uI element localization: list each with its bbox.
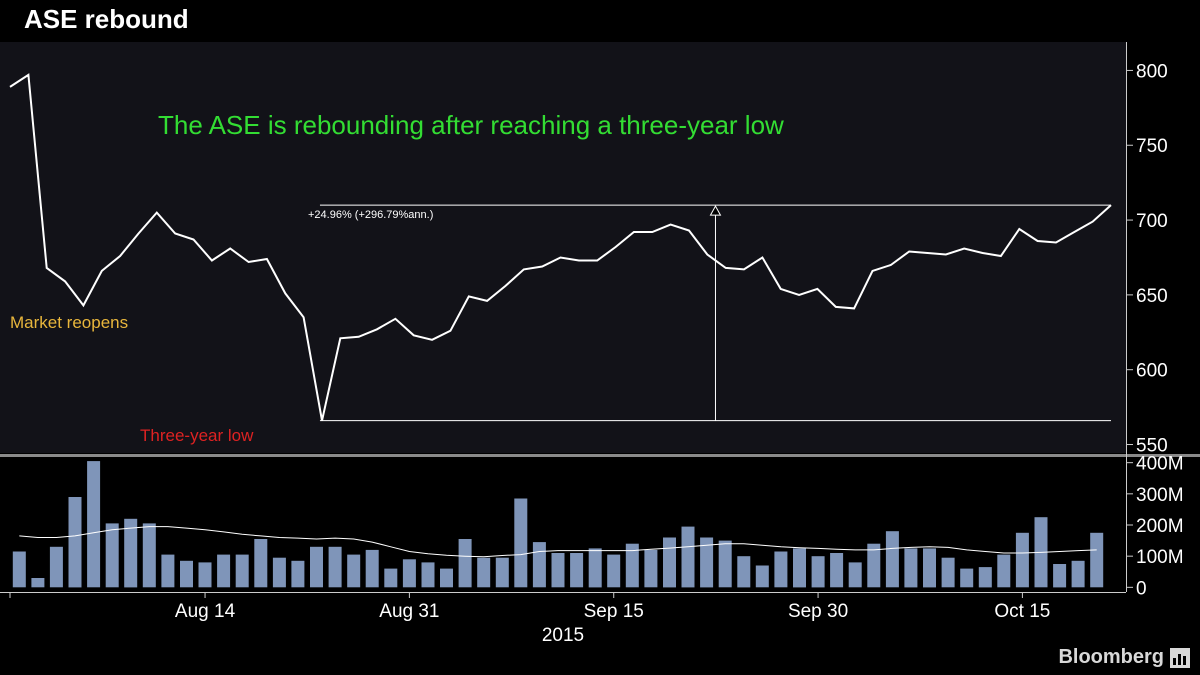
volume-bar <box>700 537 714 588</box>
x-tick-label: Aug 31 <box>379 601 439 622</box>
x-tick-label: Aug 14 <box>175 601 236 622</box>
volume-y-tick-label: 300M <box>1136 485 1184 506</box>
volume-bar <box>551 553 565 588</box>
volume-bar <box>328 546 342 588</box>
volume-bar <box>570 553 584 588</box>
volume-bar <box>272 557 286 588</box>
volume-bar <box>254 539 268 588</box>
price-line <box>9 73 1112 421</box>
volume-bar <box>402 559 416 588</box>
price-y-tick-label: 800 <box>1136 61 1168 82</box>
measure-arrowhead <box>709 205 722 216</box>
chart-title: ASE rebound <box>24 4 189 34</box>
volume-y-tick-label: 400M <box>1136 454 1184 475</box>
volume-bar <box>1090 532 1104 588</box>
volume-bar <box>811 556 825 588</box>
volume-bar <box>440 568 453 588</box>
price-y-tick-label: 750 <box>1136 136 1168 157</box>
volume-bar <box>588 548 602 588</box>
volume-bar <box>124 518 138 588</box>
volume-bar <box>105 523 119 588</box>
volume-bar <box>477 557 491 588</box>
volume-bar <box>793 548 806 588</box>
volume-bar <box>904 548 918 588</box>
volume-y-tick-label: 100M <box>1136 547 1184 568</box>
volume-bar <box>87 461 101 588</box>
three-year-low-annotation: Three-year low <box>140 426 254 445</box>
volume-bar <box>347 554 361 588</box>
volume-bar <box>384 568 398 588</box>
measure-label: +24.96% (+296.79%ann.) <box>308 209 433 221</box>
price-y-tick-label: 650 <box>1136 286 1168 307</box>
volume-bar <box>310 546 323 588</box>
volume-bar <box>1015 532 1029 588</box>
volume-average-line <box>19 526 1097 558</box>
volume-bar <box>607 554 621 588</box>
x-tick-label: Sep 15 <box>584 601 644 622</box>
volume-bar <box>978 567 992 588</box>
volume-bar <box>737 556 751 588</box>
volume-bar <box>848 562 862 588</box>
volume-bar <box>68 497 82 588</box>
volume-bar <box>681 526 695 588</box>
volume-bar <box>830 553 844 588</box>
volume-bar <box>997 554 1011 588</box>
volume-bar <box>644 549 658 588</box>
price-panel <box>0 42 1126 453</box>
volume-bar <box>495 557 509 588</box>
bloomberg-logo: Bloomberg <box>1058 646 1190 669</box>
x-year-label: 2015 <box>542 625 584 646</box>
volume-bar <box>421 562 435 588</box>
volume-bar <box>365 549 379 588</box>
volume-bar <box>1053 564 1067 588</box>
volume-bar <box>923 548 936 588</box>
volume-bar <box>12 551 26 588</box>
volume-bar <box>774 551 788 588</box>
price-y-tick-label: 600 <box>1136 361 1168 382</box>
volume-bar <box>180 560 193 588</box>
volume-bar <box>217 554 231 588</box>
volume-bar <box>885 531 899 588</box>
volume-y-tick-label: 200M <box>1136 516 1184 537</box>
volume-bar <box>1071 560 1085 588</box>
volume-bar <box>960 568 974 588</box>
volume-bar <box>198 562 212 588</box>
price-y-tick-label: 550 <box>1136 436 1168 457</box>
volume-bar <box>941 557 955 588</box>
volume-bar <box>755 565 769 588</box>
volume-bar <box>718 540 732 588</box>
volume-bar <box>663 537 676 588</box>
brand-text: Bloomberg <box>1058 646 1164 668</box>
headline-annotation: The ASE is rebounding after reaching a t… <box>158 110 784 140</box>
volume-bar <box>31 578 45 588</box>
price-y-tick-label: 700 <box>1136 211 1168 232</box>
volume-y-tick-label: 0 <box>1136 578 1147 599</box>
volume-bar <box>458 539 472 588</box>
volume-bar <box>235 554 249 588</box>
market-reopens-annotation: Market reopens <box>10 313 128 332</box>
volume-bar <box>867 543 881 588</box>
volume-bar <box>532 542 546 588</box>
volume-bar <box>514 498 528 588</box>
volume-bar <box>161 554 175 588</box>
volume-bar <box>625 543 639 588</box>
bloomberg-icon <box>1170 647 1190 668</box>
volume-bar <box>291 560 305 588</box>
x-tick-label: Oct 15 <box>994 601 1050 622</box>
x-tick-label: Sep 30 <box>788 601 848 622</box>
volume-bar <box>49 546 63 588</box>
volume-bar <box>142 523 156 588</box>
